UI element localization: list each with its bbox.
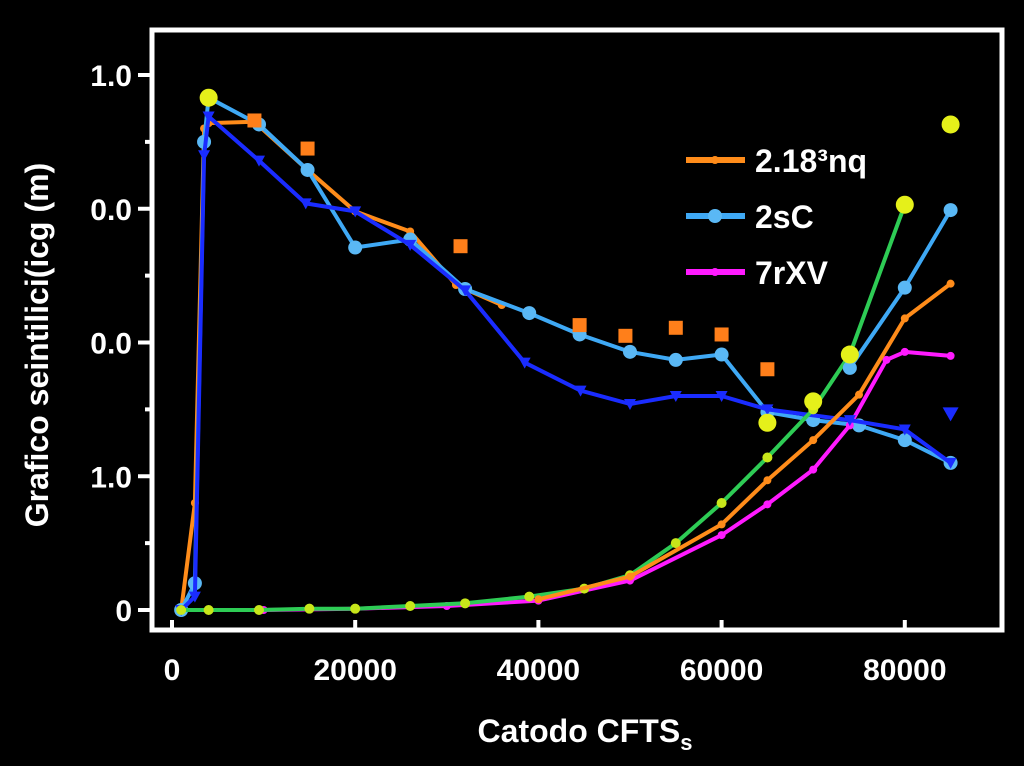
data-point [300, 162, 315, 177]
data-point [203, 605, 214, 615]
data-point [842, 360, 857, 375]
series-line-3 [179, 114, 952, 612]
data-point [855, 390, 863, 399]
x-axis-title: Catodo CFTSs [478, 713, 693, 755]
legend-label: 7rXV [755, 255, 829, 291]
data-point [897, 280, 912, 295]
data-point [669, 391, 682, 402]
data-point [763, 476, 772, 485]
data-point [405, 600, 416, 611]
legend-label: 2.18³nq [755, 143, 867, 179]
y-tick-label: 1.0 [90, 461, 132, 494]
data-point [522, 306, 537, 321]
data-point [668, 352, 683, 367]
scatter-point [300, 141, 315, 156]
data-point [717, 531, 726, 540]
data-point [943, 203, 958, 218]
data-point [763, 500, 772, 509]
data-point [348, 240, 363, 255]
data-point [254, 605, 265, 615]
y-tick-label: 0 [115, 595, 132, 628]
scatter-point [618, 328, 633, 343]
data-point [900, 347, 909, 356]
data-point [944, 457, 957, 469]
data-point [188, 591, 201, 603]
data-point [626, 572, 634, 581]
data-point [404, 239, 417, 251]
data-point [717, 520, 726, 529]
data-point [253, 155, 266, 167]
data-point [900, 314, 909, 323]
x-tick-label: 20000 [313, 654, 396, 687]
data-point [670, 538, 681, 549]
series-line-5 [537, 282, 952, 602]
legend-marker [708, 209, 722, 223]
x-tick-label: 60000 [680, 654, 763, 687]
x-tick-label: 0 [164, 654, 181, 687]
scatter-point [758, 413, 777, 432]
scatter-point [572, 318, 587, 333]
scatter-point [804, 392, 823, 411]
series-line-2 [181, 349, 951, 612]
scatter-point [941, 115, 960, 134]
data-point [202, 111, 215, 123]
data-point [762, 452, 773, 463]
scatter-point [668, 320, 683, 335]
data-point [809, 436, 818, 445]
data-point [524, 591, 535, 602]
scatter-point [942, 407, 959, 422]
data-point [198, 150, 211, 162]
data-point [898, 424, 911, 436]
legend-marker [711, 268, 719, 276]
data-point [459, 285, 472, 297]
data-point [843, 415, 856, 427]
legend-label: 2sC [755, 199, 814, 235]
x-tick-label: 40000 [497, 654, 580, 687]
scatter-point [453, 239, 468, 254]
data-point [716, 498, 727, 508]
scatter-point [840, 345, 859, 364]
y-axis-title: Grafico seintilici(icg (m) [19, 163, 55, 528]
data-point [761, 404, 774, 416]
series-line-4 [181, 204, 907, 612]
data-point [946, 351, 955, 360]
plot-frame [149, 27, 1005, 633]
data-point [349, 206, 362, 218]
data-point [882, 355, 891, 364]
data-point [715, 391, 728, 402]
legend-marker [711, 156, 719, 164]
data-point [299, 198, 312, 210]
data-point [574, 385, 587, 397]
data-point [809, 465, 818, 474]
data-point [714, 347, 729, 362]
legend: 2.18³nq 2sC 7rXV [686, 143, 867, 291]
data-point [624, 399, 636, 411]
y-tick-label: 1.0 [90, 60, 132, 93]
data-point [304, 603, 315, 614]
data-point [176, 605, 187, 615]
data-point [350, 603, 361, 614]
data-point [518, 357, 531, 369]
x-tick-label: 80000 [863, 654, 946, 687]
y-tick-label: 0.0 [90, 194, 132, 227]
data-point [534, 595, 543, 604]
y-tick-label: 0.0 [90, 328, 132, 361]
data-point [897, 433, 912, 448]
data-point [623, 344, 637, 359]
scatter-point [247, 113, 262, 128]
scatter-point [714, 327, 729, 342]
data-point [460, 598, 471, 609]
scatter-point [895, 195, 914, 214]
scatter-point [199, 88, 218, 107]
series-line-0 [179, 119, 503, 611]
scatter-point [760, 362, 775, 377]
data-point [946, 279, 955, 288]
